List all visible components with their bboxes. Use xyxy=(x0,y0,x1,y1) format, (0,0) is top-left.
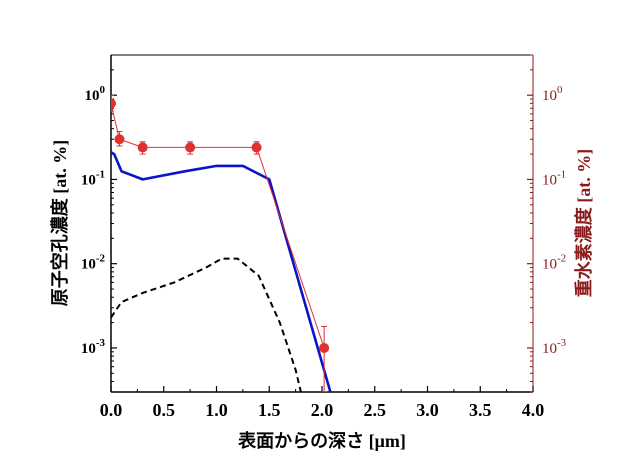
y-tick-label-left: 100 xyxy=(85,84,106,104)
x-tick-label: 3.5 xyxy=(469,400,492,420)
series-line-vacancy-dashed xyxy=(111,257,302,392)
data-point xyxy=(137,142,148,153)
data-point xyxy=(185,142,196,153)
data-point xyxy=(251,142,262,153)
x-axis-label: 表面からの深さ [μm] xyxy=(238,430,406,451)
x-tick-label: 2.0 xyxy=(311,400,334,420)
x-tick-label: 2.5 xyxy=(364,400,387,420)
x-tick-label: 0.0 xyxy=(100,400,123,420)
x-tick-label: 1.5 xyxy=(258,400,281,420)
y-axis-label-right: 重水素濃度 [at. %] xyxy=(573,149,594,297)
data-point xyxy=(114,134,125,145)
data-point xyxy=(111,98,116,109)
series-line-vacancy-total xyxy=(111,151,332,392)
x-tick-label: 3.0 xyxy=(416,400,439,420)
data-point xyxy=(319,342,330,353)
x-tick-label: 1.0 xyxy=(205,400,228,420)
x-tick-label: 4.0 xyxy=(522,400,545,420)
y-tick-label-right: 100 xyxy=(542,84,563,104)
y-tick-label-right: 10-2 xyxy=(542,253,566,273)
x-tick-label: 0.5 xyxy=(153,400,176,420)
series-line-deuterium xyxy=(111,103,325,349)
axes-group: 0.0 0.5 1.0 1.5 2.0 2.5 3.0 3.5 4.0 100 10-1 10-2 10… xyxy=(81,54,567,420)
y-tick-label-left: 10-3 xyxy=(81,337,106,357)
y-tick-label-left: 10-1 xyxy=(81,168,105,188)
plot-area xyxy=(111,94,332,392)
y-tick-label-left: 10-2 xyxy=(81,253,106,273)
y-tick-label-right: 10-1 xyxy=(542,168,566,188)
y-tick-label-right: 10-3 xyxy=(542,337,567,357)
series-group xyxy=(111,94,332,392)
y-axis-label-left: 原子空孔濃度 [at. %] xyxy=(49,140,70,306)
